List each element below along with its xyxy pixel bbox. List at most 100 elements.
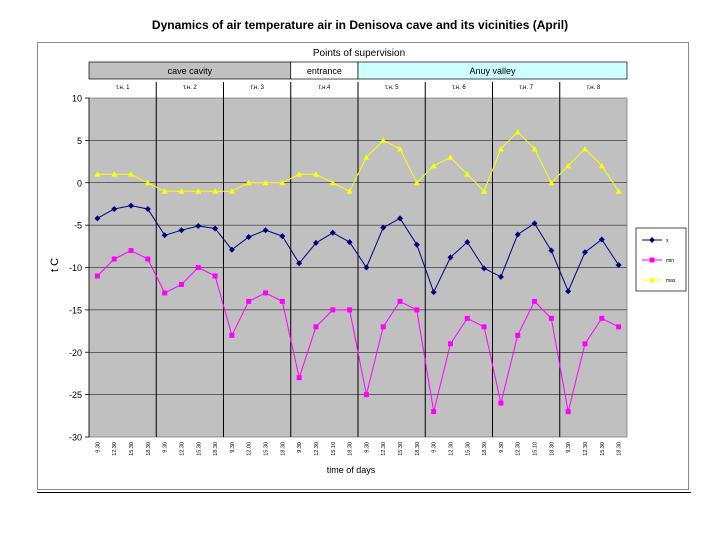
x-tick-label: 18.30 [348,442,354,456]
data-point [498,400,504,406]
data-point [161,188,168,194]
legend-label: max [666,278,676,284]
data-point [431,409,437,415]
data-point [397,298,403,304]
x-tick-label: 15.30 [398,442,404,456]
data-point [497,273,504,280]
x-tick-label: 9.30 [95,442,101,453]
x-axis: 9.30 12.30 15.30 18.30 9.30 12.30 15.30 18.30 9.… [95,442,622,456]
y-tick-label: 10 [72,94,82,104]
x-tick-label: 18.30 [415,442,421,456]
data-point [111,171,118,177]
data-point [212,225,219,232]
y-tick-label: -25 [69,390,82,400]
zone-label: entrance [307,66,342,76]
series-line [97,131,620,193]
data-point [245,179,252,186]
data-point [649,257,655,263]
series-min [94,248,622,415]
data-point [262,227,269,234]
data-point [195,188,202,194]
x-tick-label: 18.30 [280,442,286,456]
legend: x min max [635,227,687,292]
data-point [246,298,252,304]
data-point [548,247,555,254]
y-tick-label: -10 [69,263,82,273]
data-point [581,145,588,152]
y-tick-label: -30 [69,433,82,443]
data-point [195,222,202,229]
data-point [346,239,353,246]
series-line [97,250,619,412]
data-point [615,188,622,194]
x-tick-label: 12.30 [179,442,185,456]
data-point [447,154,454,160]
data-point [312,239,319,246]
data-point [111,206,118,213]
legend-label: x [666,238,669,244]
data-point [380,324,386,330]
series-x [94,202,622,296]
x-tick-label: 18.30 [146,442,152,456]
group-label: т.н. 8 [587,85,601,91]
grid-layer [89,82,627,437]
data-point [615,261,622,268]
data-point [363,154,370,160]
data-point [313,324,319,330]
data-point [178,227,185,234]
data-point [94,273,100,279]
data-point [245,233,252,240]
data-point [430,289,437,296]
data-point [481,265,488,272]
data-point [598,236,605,243]
data-point [330,307,336,313]
x-tick-label: 9.30 [499,442,505,453]
x-tick-label: 9.30 [432,442,438,453]
x-tick-label: 15.30 [264,442,270,456]
series-layer [94,128,622,415]
chart-svg: Points of supervision cave cavity entranc… [49,48,687,475]
data-point [195,265,201,270]
data-point [279,179,286,186]
series-max [94,128,622,194]
x-tick-label: 12.30 [583,442,589,456]
y-axis: 10 5 0 -5 -10 -15 -20 -25 -30 [69,94,90,443]
data-point [162,290,168,296]
chart-title: Points of supervision [313,48,405,59]
x-axis-title: time of days [327,465,376,475]
x-tick-label: 18.30 [482,442,488,456]
zone-label: cave cavity [168,66,213,76]
data-point [565,409,571,415]
x-tick-label: 12.30 [112,442,118,456]
x-tick-label: 12.30 [448,442,454,456]
data-point [649,237,655,243]
x-tick-label: 15.30 [465,442,471,456]
group-label: т.н. 3 [250,85,264,91]
x-tick-label: 15.30 [600,442,606,456]
data-point [128,171,135,177]
data-point [497,145,504,152]
data-point [515,332,521,338]
data-point [380,137,387,143]
data-point [582,341,588,347]
data-point [565,288,572,295]
data-point [144,206,151,213]
data-point [514,128,521,135]
x-tick-label: 15.10 [331,442,337,456]
data-point [397,145,404,152]
bottom-rule [37,492,691,493]
data-point [329,229,336,236]
data-point [565,162,572,169]
x-tick-label: 9.30 [163,442,169,453]
data-point [128,248,134,254]
x-tick-label: 12.30 [314,442,320,456]
data-point [649,277,655,283]
data-point [598,162,605,169]
legend-label: min [666,258,674,264]
data-point [548,315,554,321]
data-point [532,298,538,304]
data-point [178,281,184,287]
data-point [128,202,135,209]
data-point [464,239,471,246]
group-label: т.н. 5 [385,85,399,91]
